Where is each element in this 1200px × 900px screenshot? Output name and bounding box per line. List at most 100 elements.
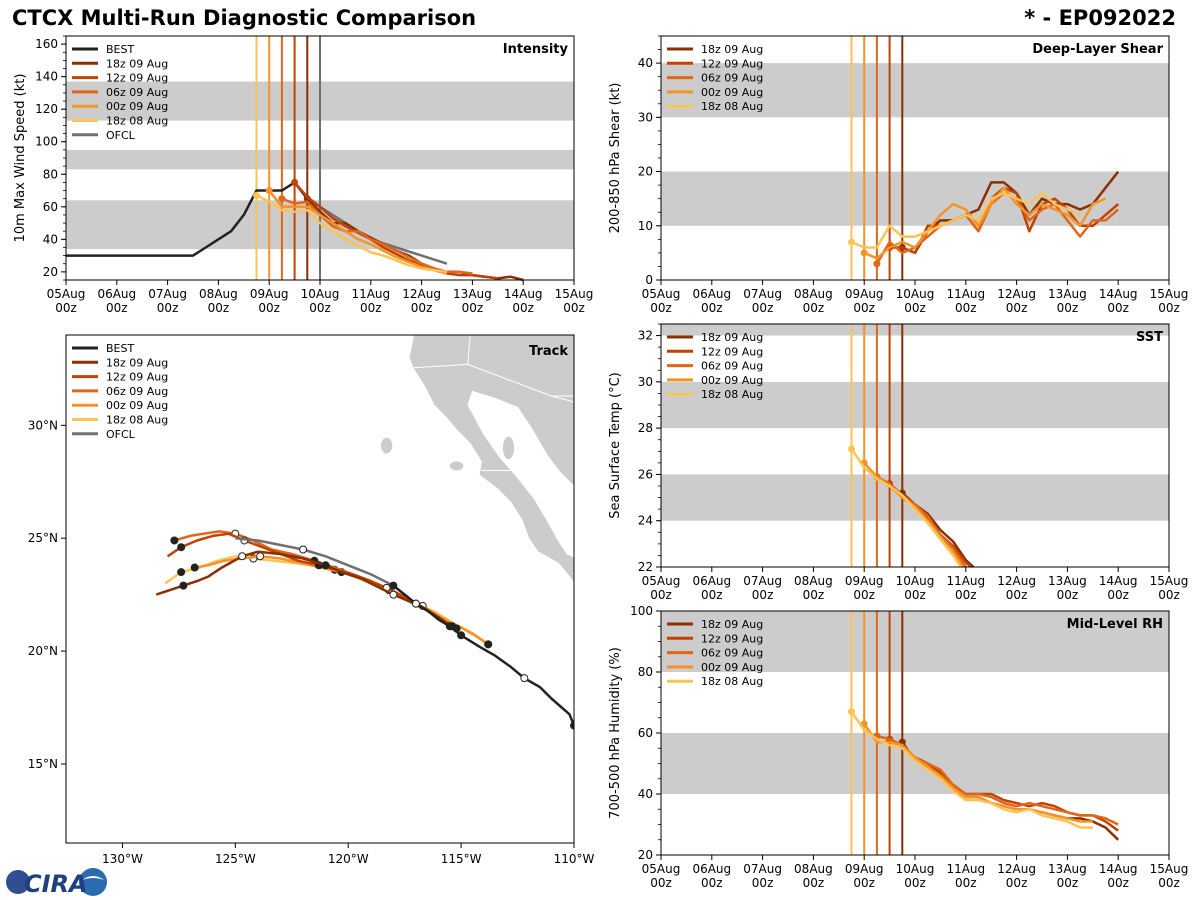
- x-tick-label-hour: 00z: [1006, 876, 1028, 890]
- x-tick-label-hour: 00z: [411, 301, 433, 315]
- us-mexico-border: [413, 363, 574, 397]
- series-line-18z-08-aug: [850, 448, 962, 568]
- y-tick-label: 100: [35, 135, 58, 149]
- x-tick-label: 11Aug: [946, 862, 985, 876]
- x-tick-label: 08Aug: [794, 287, 833, 301]
- sst-plot-area: [661, 324, 1169, 567]
- x-tick-label-hour: 00z: [803, 301, 825, 315]
- legend-label: 00z 09 Aug: [106, 100, 168, 113]
- x-tick-label-hour: 00z: [803, 588, 825, 602]
- legend-label: 06z 09 Aug: [701, 72, 763, 85]
- track-day-marker: [238, 552, 247, 561]
- series-line-00z-09-aug: [863, 723, 1093, 823]
- climatology-band: [661, 733, 1169, 794]
- series-line-00z-09-aug: [863, 186, 1106, 260]
- state-border: [551, 395, 574, 403]
- page-title: CTCX Multi-Run Diagnostic Comparison: [12, 6, 477, 30]
- x-tick-label: 125°W: [215, 852, 256, 866]
- legend-label: 18z 08 Aug: [106, 115, 168, 128]
- x-tick-label: 06Aug: [97, 287, 136, 301]
- x-tick-label-hour: 00z: [752, 588, 774, 602]
- x-tick-label-hour: 00z: [1006, 588, 1028, 602]
- x-tick-label: 10Aug: [301, 287, 340, 301]
- track-day-marker: [170, 536, 179, 545]
- track-day-marker: [177, 568, 186, 577]
- x-tick-label: 06Aug: [692, 574, 731, 588]
- series-start-marker: [253, 191, 260, 199]
- panel-title: Deep-Layer Shear: [1032, 42, 1163, 57]
- x-tick-label: 12Aug: [997, 574, 1036, 588]
- legend-label: 00z 09 Aug: [106, 399, 168, 412]
- legend-label: 06z 09 Aug: [106, 86, 168, 99]
- cira-logo-text: CIRA: [24, 870, 88, 898]
- y-tick-label: 25°N: [28, 531, 58, 545]
- series-line-06z-09-aug: [876, 475, 967, 568]
- track-map-layer: [155, 335, 574, 730]
- legend-label: BEST: [106, 43, 134, 56]
- x-tick-label-hour: 00z: [106, 301, 128, 315]
- series-start-marker: [265, 187, 273, 195]
- x-tick-label: 06Aug: [692, 862, 731, 876]
- x-tick-label-hour: 00z: [55, 301, 77, 315]
- x-tick-label-hour: 00z: [1107, 588, 1129, 602]
- legend-label: 00z 09 Aug: [701, 86, 763, 99]
- x-tick-label-hour: 00z: [157, 301, 179, 315]
- track-line-18z-09-aug: [155, 550, 451, 628]
- legend-label: 18z 09 Aug: [106, 57, 168, 70]
- track-day-marker: [256, 552, 265, 561]
- series-start-marker: [860, 249, 868, 257]
- x-tick-label: 12Aug: [402, 287, 441, 301]
- legend-label: 06z 09 Aug: [701, 647, 763, 660]
- legend-label: 12z 09 Aug: [106, 371, 168, 384]
- x-tick-label-hour: 00z: [701, 301, 723, 315]
- y-tick-label: 15°N: [28, 757, 58, 771]
- x-tick-label: 05Aug: [642, 287, 681, 301]
- legend-label: 12z 09 Aug: [701, 632, 763, 645]
- series-line-18z-08-aug: [851, 191, 1081, 249]
- x-tick-label: 15Aug: [1150, 574, 1189, 588]
- series-start-marker: [848, 238, 855, 246]
- y-tick-label: 20°N: [28, 644, 58, 658]
- x-tick-label-hour: 00z: [955, 876, 977, 890]
- x-tick-label: 08Aug: [199, 287, 238, 301]
- x-tick-label: 14Aug: [504, 287, 543, 301]
- x-tick-label-hour: 00z: [853, 301, 875, 315]
- cira-logo-globe-right: [79, 868, 107, 896]
- legend-label: 12z 09 Aug: [701, 57, 763, 70]
- island: [380, 437, 393, 454]
- x-tick-label: 14Aug: [1099, 287, 1138, 301]
- climatology-band: [661, 324, 1169, 336]
- y-axis-label: 200-850 hPa Shear (kt): [608, 83, 623, 234]
- y-tick-label: 100: [630, 604, 653, 618]
- x-tick-label-hour: 00z: [752, 301, 774, 315]
- legend-label: BEST: [106, 342, 134, 355]
- y-tick-label: 20: [43, 265, 58, 279]
- legend-label: 18z 09 Aug: [701, 43, 763, 56]
- x-tick-label-hour: 00z: [904, 876, 926, 890]
- x-tick-label-hour: 00z: [650, 588, 672, 602]
- y-tick-label: 28: [638, 421, 653, 435]
- x-tick-label: 05Aug: [642, 862, 681, 876]
- x-tick-label: 110°W: [554, 852, 595, 866]
- x-tick-label: 130°W: [102, 852, 143, 866]
- panel-title: Mid-Level RH: [1067, 617, 1163, 632]
- x-tick-label-hour: 00z: [360, 301, 382, 315]
- y-tick-label: 80: [638, 665, 653, 679]
- legend-label: 18z 09 Aug: [701, 331, 763, 344]
- climatology-band: [661, 171, 1169, 226]
- track-day-marker: [179, 581, 188, 590]
- x-tick-label-hour: 00z: [1006, 301, 1028, 315]
- x-tick-label-hour: 00z: [208, 301, 230, 315]
- legend-label: OFCL: [106, 129, 136, 142]
- y-tick-label: 26: [638, 467, 653, 481]
- x-tick-label: 07Aug: [743, 862, 782, 876]
- y-tick-label: 80: [43, 167, 58, 181]
- x-tick-label-hour: 00z: [853, 588, 875, 602]
- track-line-ofcl: [235, 536, 394, 587]
- track-day-marker: [411, 599, 420, 608]
- track-day-marker: [389, 590, 398, 599]
- series-start-marker: [848, 445, 855, 453]
- state-border: [467, 335, 471, 365]
- x-tick-label: 11Aug: [946, 287, 985, 301]
